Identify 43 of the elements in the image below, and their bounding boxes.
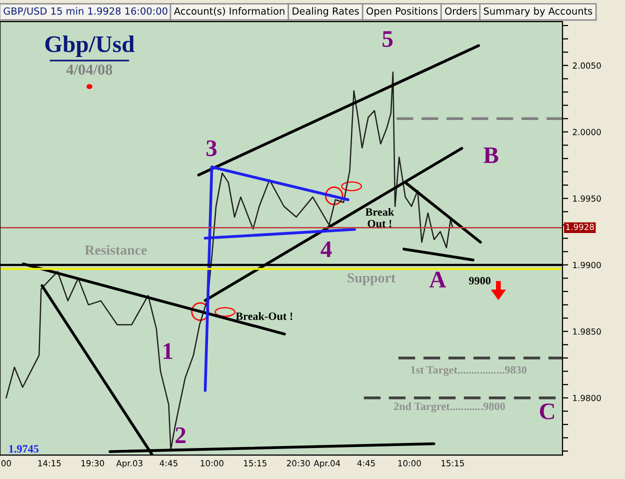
- x-tick-label: 20:30: [286, 460, 310, 466]
- annotation: 2: [176, 427, 186, 443]
- chart-title: GBP/USD 15 min 1.9928 16:00:00: [4, 7, 168, 16]
- x-tick-label: 15:15: [244, 460, 266, 466]
- annotation: Gbp/Usd: [45, 36, 134, 57]
- annotation: 4: [320, 241, 332, 257]
- text: Dealing Rates: [292, 7, 359, 17]
- annotation: 2nd Targret............9800: [394, 402, 505, 412]
- text: Account(s) Information: [174, 7, 284, 16]
- x-tick-label: 15:15: [442, 460, 464, 466]
- x-tick-label: 00: [1, 460, 11, 466]
- x-tick-label: 4:45: [357, 460, 375, 466]
- y-tick-label: 1.9950: [573, 195, 601, 202]
- text: Orders: [445, 7, 477, 15]
- y-tick-label: 1.9900: [573, 262, 601, 268]
- annotation: 1.9745: [9, 445, 38, 453]
- y-tick-label: 2.0000: [572, 128, 601, 136]
- text: 4/04/08: [66, 64, 112, 75]
- x-tick-label: 10:00: [200, 460, 224, 466]
- annotation: 5: [382, 31, 393, 47]
- annotation: B: [484, 147, 498, 163]
- y-tick-label: 1.9800: [573, 394, 601, 402]
- x-tick-label: 14:15: [38, 460, 61, 466]
- x-tick-label: 4:45: [160, 460, 178, 466]
- y-tick-label: 2.0050: [572, 62, 601, 69]
- text: Open Positions: [366, 7, 438, 17]
- annotation: Resistance: [84, 245, 147, 255]
- annotation: 3: [206, 140, 217, 156]
- x-tick-label: Apr.03: [116, 460, 142, 468]
- x-tick-label: Apr.04: [314, 460, 340, 468]
- text: Summary by Accounts: [484, 7, 592, 17]
- annotation: Support: [348, 273, 396, 286]
- annotation: A: [429, 272, 446, 288]
- annotation: 9900: [469, 276, 490, 284]
- annotation: Break Out !: [365, 208, 394, 228]
- x-tick-label: 10:00: [398, 460, 421, 466]
- annotation: C: [540, 403, 554, 420]
- annotation: 1st Target.................9830: [411, 366, 526, 376]
- x-tick-label: 19:30: [81, 460, 104, 466]
- annotation: 1: [164, 343, 172, 359]
- ref-line-label: 1.9928: [566, 224, 594, 230]
- y-tick-label: 1.9850: [573, 328, 601, 335]
- annotation: Break-Out !: [236, 312, 292, 320]
